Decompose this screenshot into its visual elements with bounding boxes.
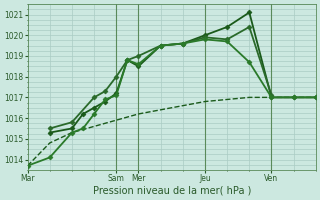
X-axis label: Pression niveau de la mer( hPa ): Pression niveau de la mer( hPa )	[92, 186, 251, 196]
